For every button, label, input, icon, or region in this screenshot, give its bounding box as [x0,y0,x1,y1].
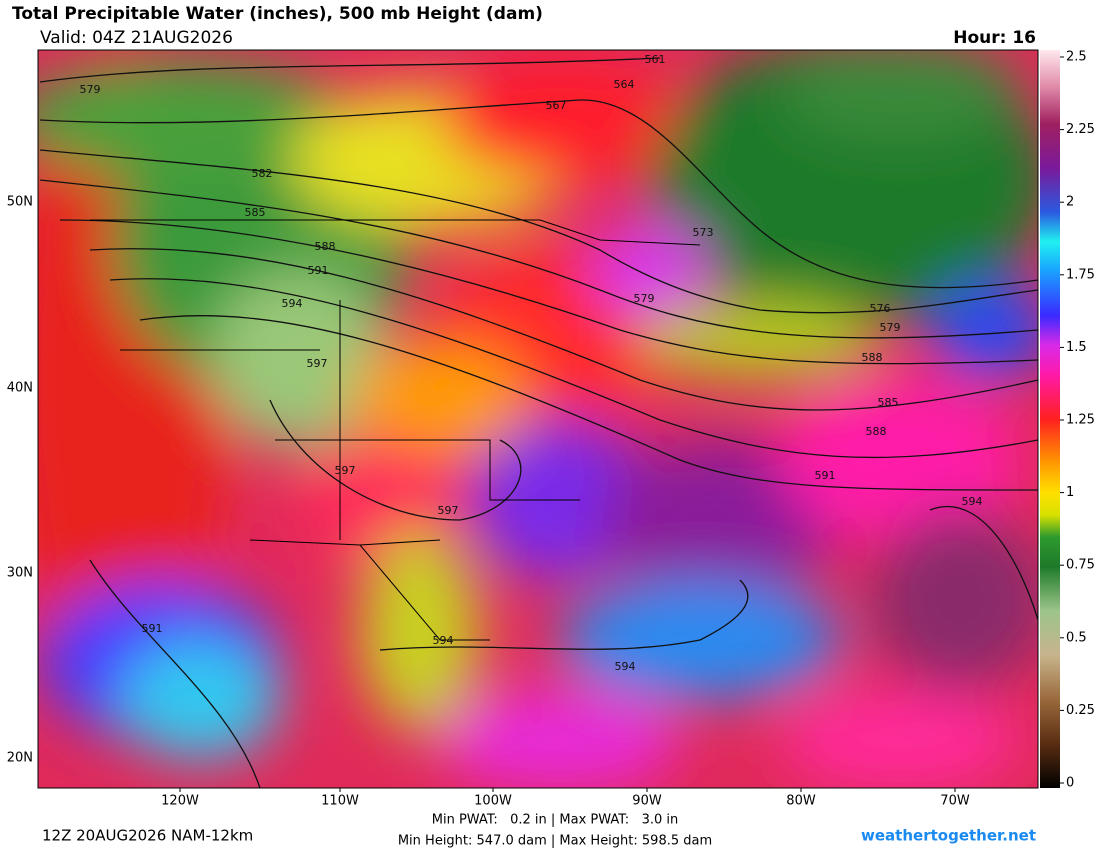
contour-labels: 561 564 567 573 579 576 579 579 582 585 588 591 594 5… [80,53,983,673]
height-range: Min Height: 547.0 dam | Max Height: 598.… [398,834,712,849]
latitude-label: 50N [7,195,33,210]
contour-label: 588 [866,425,887,438]
longitude-label: 90W [632,794,662,809]
colorbar-label: 0.75 [1066,558,1095,573]
contour-label: 588 [862,351,883,364]
colorbar-label: 2.5 [1066,50,1087,65]
contour-label: 597 [307,357,328,370]
longitude-label: 100W [474,794,512,809]
contour-label: 588 [315,240,336,253]
contour-label: 576 [870,302,891,315]
latitude-labels: 50N 40N 30N 20N [7,195,33,766]
contour-label: 585 [245,206,266,219]
contour-label: 582 [252,167,273,180]
longitude-labels: 120W 110W 100W 90W 80W 70W [161,788,970,809]
latitude-label: 20N [7,751,33,766]
contour-label: 594 [282,297,303,310]
contour-label: 573 [693,226,714,239]
contour-label: 591 [142,622,163,635]
height-contours [39,57,1038,788]
political-borders [90,219,701,641]
colorbar-ticks: 0 0.25 0.5 0.75 1 1.25 1.5 1.75 2 2.25 2.5 [1060,50,1095,791]
colorbar-label: 0.25 [1066,703,1095,718]
longitude-label: 80W [786,794,816,809]
longitude-label: 70W [940,794,970,809]
pwat-range: Min PWAT: 0.2 in | Max PWAT: 3.0 in [432,813,678,828]
colorbar-label: 1.75 [1066,267,1095,282]
colorbar-label: 2.25 [1066,122,1095,137]
colorbar-label: 0 [1066,776,1074,791]
latitude-label: 40N [7,381,33,396]
contour-label: 594 [615,660,636,673]
contour-label: 597 [335,464,356,477]
colorbar-label: 1.25 [1066,413,1095,428]
model-run: 12Z 20AUG2026 NAM-12km [42,827,253,845]
map-field [38,50,1038,788]
colorbar-label: 1.5 [1066,340,1087,355]
map-title: Total Precipitable Water (inches), 500 m… [12,4,543,24]
contour-label: 594 [433,634,454,647]
contour-label: 579 [880,321,901,334]
latitude-label: 30N [7,566,33,581]
contour-label: 597 [438,504,459,517]
valid-time: Valid: 04Z 21AUG2026 [40,28,233,48]
contour-label: 579 [80,83,101,96]
contour-label: 594 [962,495,983,508]
colorbar-label: 0.5 [1066,630,1087,645]
longitude-label: 110W [321,794,359,809]
site-credit: weathertogether.net [861,827,1036,845]
contour-label: 564 [614,78,635,91]
contour-label: 591 [308,264,329,277]
map-frame [37,49,1039,789]
colorbar-label: 1 [1066,485,1074,500]
contour-label: 561 [645,53,666,66]
contour-label: 585 [878,396,899,409]
colorbar [1040,50,1060,788]
forecast-hour: Hour: 16 [953,28,1036,48]
contour-label: 567 [546,99,567,112]
contour-label: 579 [634,292,655,305]
contour-label: 591 [815,469,836,482]
longitude-label: 120W [161,794,199,809]
colorbar-label: 2 [1066,195,1074,210]
